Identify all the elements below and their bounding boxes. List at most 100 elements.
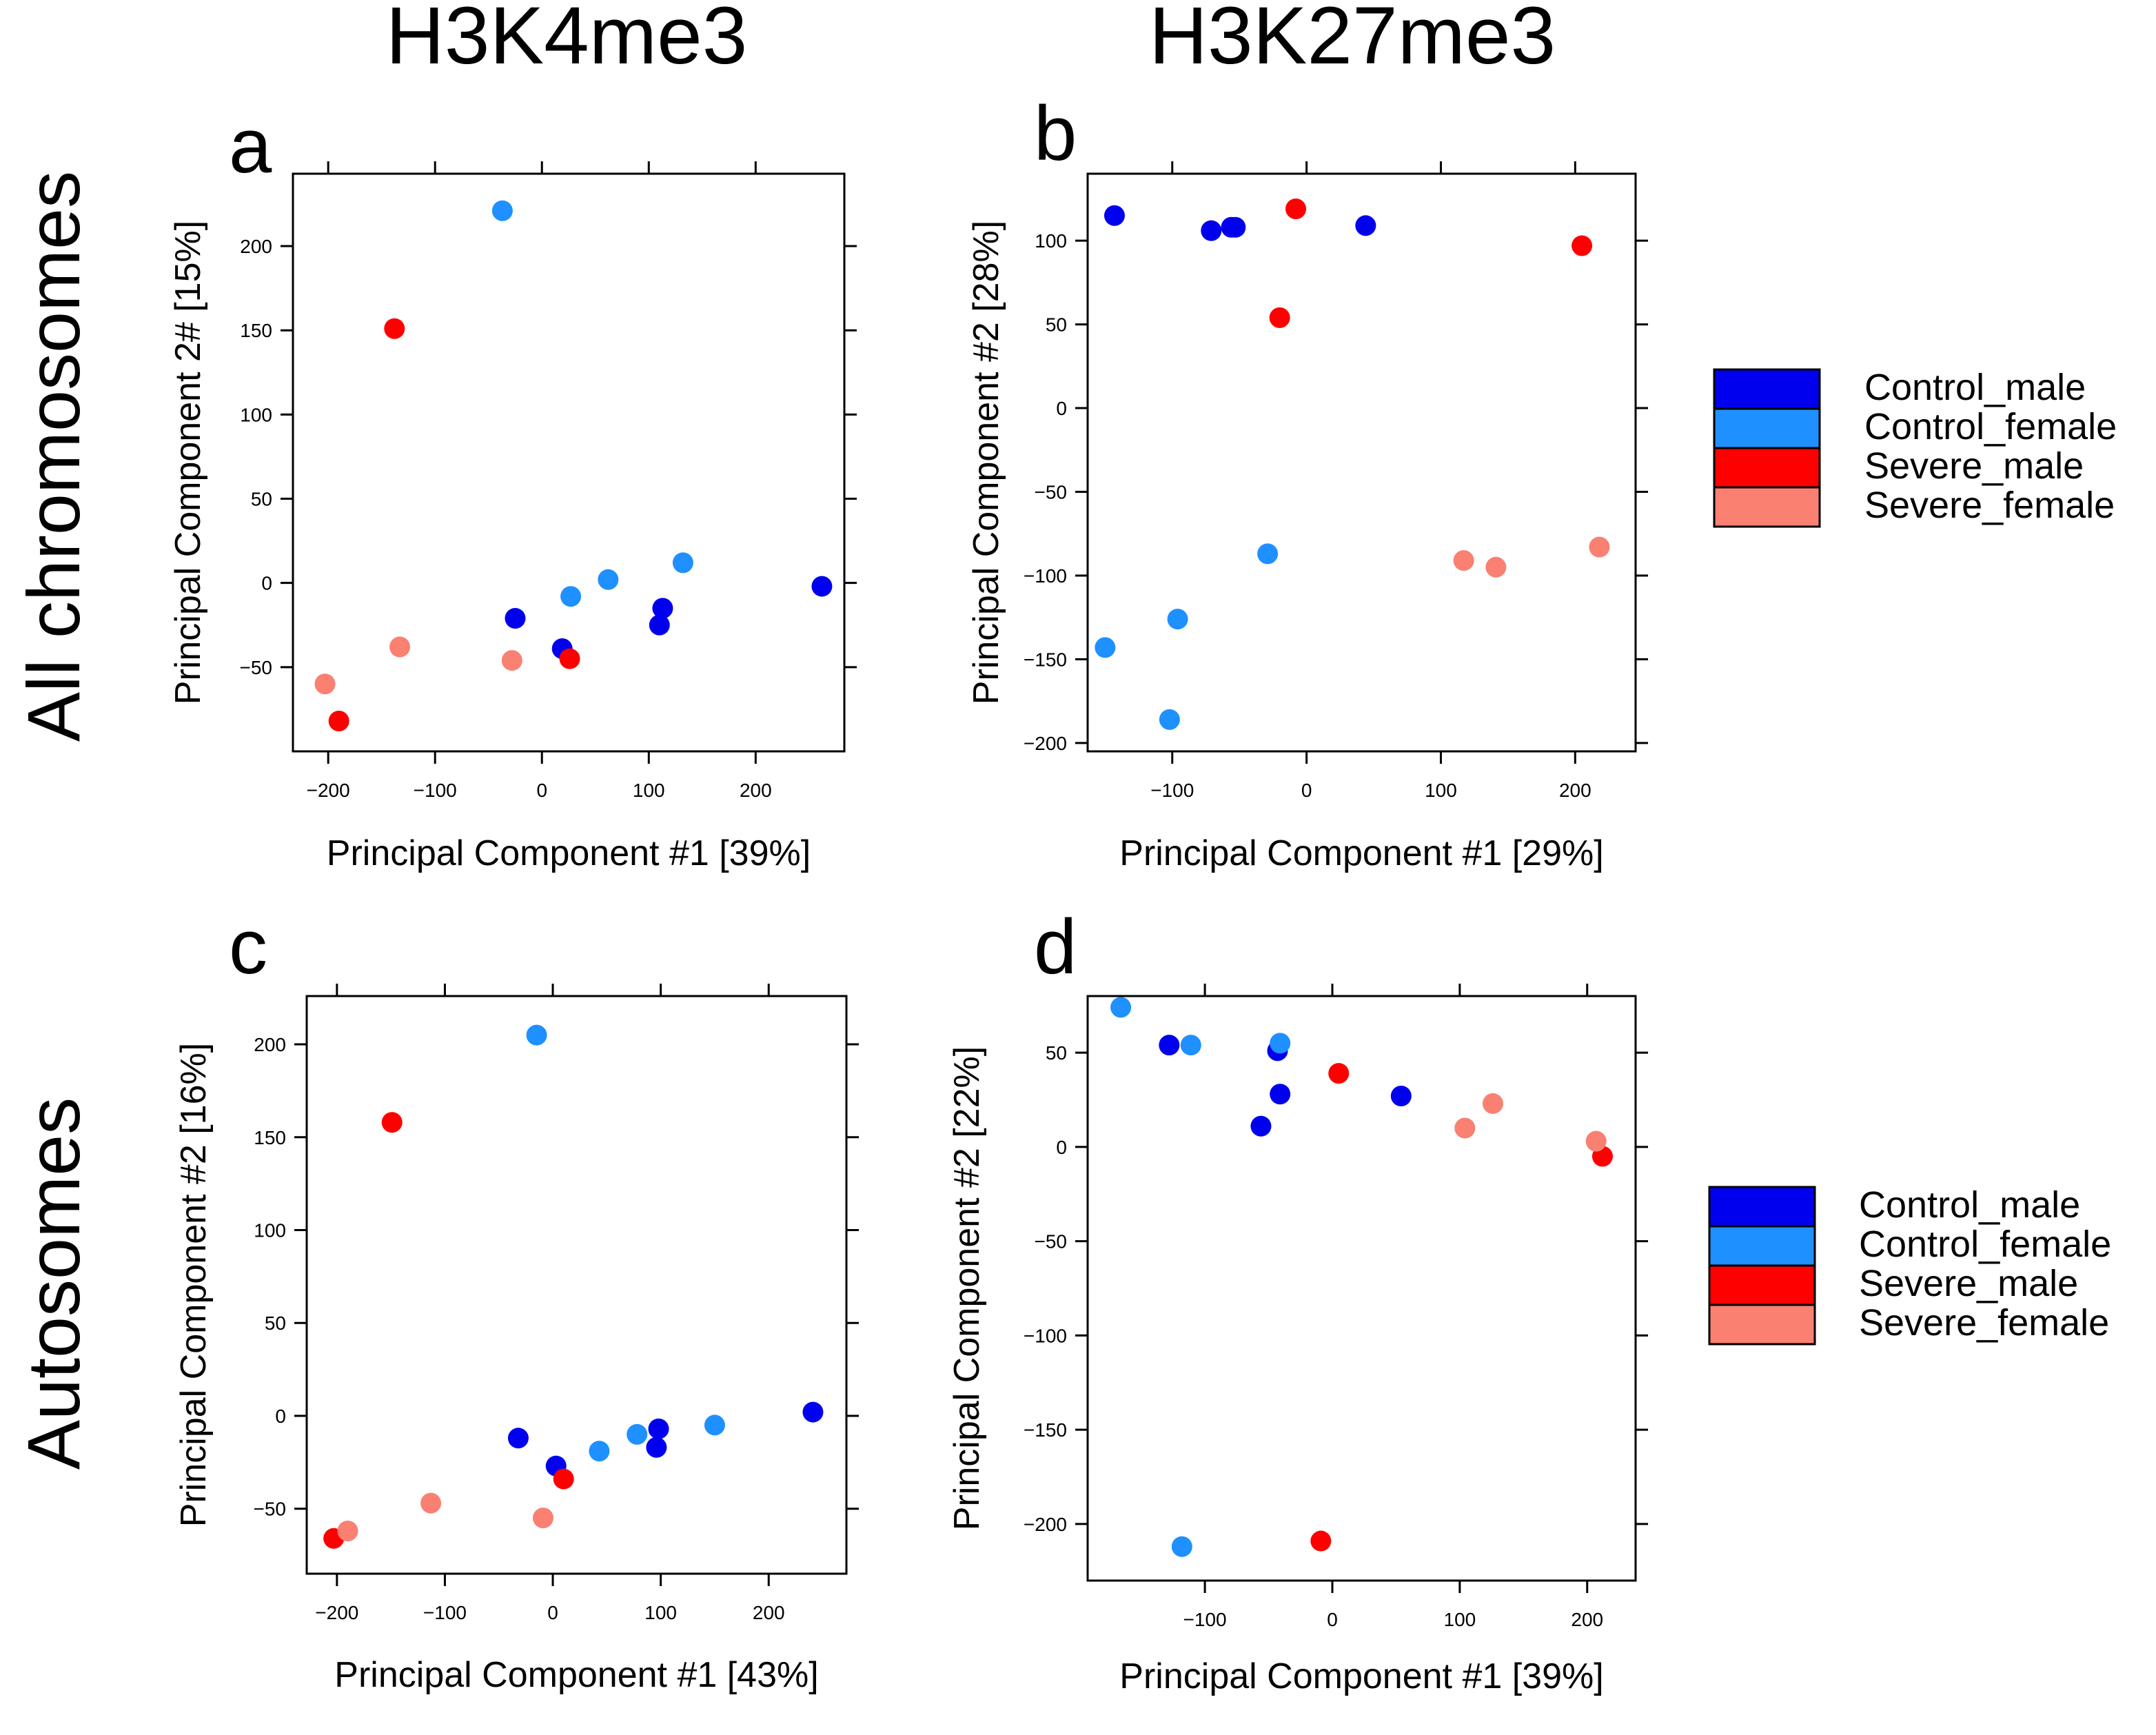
data-point-severe-female [389,636,411,658]
data-point-severe-male [381,1112,403,1133]
y-tick-label: 150 [240,320,272,341]
data-point-severe-male [1285,199,1307,220]
row-title-all-chromosomes: All chromosomes [12,171,95,742]
data-point-control-male [1270,1084,1291,1105]
y-tick-label: 0 [1056,398,1067,419]
data-point-control-male [507,1428,529,1449]
y-tick-label: 100 [1035,230,1067,252]
data-point-control-male [649,614,670,636]
data-point-control-male [1390,1085,1412,1106]
y-tick-label: 0 [275,1406,286,1427]
column-title-h3k4me3: H3K4me3 [386,0,748,81]
panel-a: a −200 −100 0 100 200 −50 0 50 100 150 200 Principal… [168,103,857,873]
y-tick-label: −150 [1024,1419,1067,1441]
x-tick-label: 0 [1301,780,1312,801]
panel-d: d −100 0 100 200 −200 −150 −100 −50 0 50 Principal … [947,904,1648,1696]
legend-label: Control_male [1864,367,2086,408]
row-title-autosomes: Autosomes [12,1097,95,1470]
legend-label: Control_male [1859,1184,2080,1226]
data-point-control-male [1104,205,1125,226]
data-point-severe-female [314,673,336,695]
y-axis-label: Principal Component #2 [22%] [947,1046,987,1530]
data-point-severe-male [553,1468,574,1490]
data-point-severe-female [1585,1130,1607,1152]
data-point-control-male [648,1418,669,1439]
x-axis-label: Principal Component #1 [39%] [327,833,811,873]
data-point-severe-male [384,318,405,339]
x-tick-label: 200 [753,1602,785,1623]
x-tick-label: 100 [1444,1609,1476,1630]
y-tick-label: 100 [254,1220,286,1241]
y-tick-label: −100 [1024,565,1067,587]
data-point-control-female [1270,1033,1291,1054]
x-tick-label: −100 [1183,1609,1227,1630]
data-point-severe-male [1572,235,1593,256]
x-tick-label: −100 [423,1602,467,1623]
data-point-control-female [1257,543,1279,565]
legend-label: Severe_female [1859,1302,2109,1343]
y-tick-label: 100 [240,404,272,425]
y-tick-label: −200 [1024,733,1067,754]
data-point-control-female [1171,1536,1192,1557]
data-point-control-female [1110,997,1132,1018]
panel-label: a [229,103,272,189]
legend-swatch-severe-female [1713,486,1821,528]
plot-frame [292,172,846,753]
x-tick-label: 0 [536,780,547,801]
data-point-control-male [802,1401,824,1423]
y-tick-label: 50 [251,489,272,510]
legend-swatch-severe-female [1708,1303,1816,1346]
legend-swatch-control-male [1713,368,1821,410]
y-tick-label: 200 [240,236,272,257]
panel-label: b [1034,90,1077,176]
legend-swatch-control-male [1708,1186,1816,1228]
data-point-control-female [1095,637,1116,658]
data-point-severe-female [1482,1093,1503,1114]
data-point-control-male [1250,1115,1272,1137]
data-point-control-female [589,1441,610,1462]
y-tick-label: 0 [1056,1137,1067,1158]
data-point-control-male [652,598,673,619]
x-tick-label: 100 [633,780,665,801]
x-tick-label: −100 [1150,780,1194,801]
y-tick-label: 50 [265,1312,286,1334]
x-tick-label: 0 [1327,1609,1338,1630]
data-point-control-female [598,569,619,590]
data-point-control-female [560,586,582,607]
x-tick-label: 200 [1571,1609,1603,1630]
y-tick-label: 200 [254,1034,286,1055]
legend-swatch-control-female [1713,407,1821,449]
data-point-control-male [1355,215,1376,236]
column-title-h3k27me3: H3K27me3 [1149,0,1556,81]
data-point-control-female [1159,709,1180,730]
data-point-severe-male [1310,1530,1332,1552]
y-tick-label: −100 [1024,1325,1067,1346]
data-point-control-female [1167,609,1188,630]
x-tick-label: 0 [547,1602,558,1623]
y-tick-label: −50 [254,1499,287,1520]
x-tick-label: −200 [307,780,350,801]
data-point-control-female [1180,1035,1201,1056]
x-tick-label: 100 [644,1602,677,1623]
data-point-severe-female [532,1508,553,1529]
data-point-severe-female [337,1521,358,1542]
legend-bottom: Control_maleControl_femaleSevere_maleSev… [1708,1184,2111,1346]
data-point-control-female [627,1423,648,1445]
legend-swatch-severe-male [1708,1264,1816,1306]
data-point-severe-male [1269,307,1290,328]
data-point-control-female [491,200,513,221]
panel-c: c −200 −100 0 100 200 −50 0 50 100 150 200 Principal… [174,904,859,1695]
legend-top: Control_maleControl_femaleSevere_maleSev… [1713,367,2117,528]
legend-label: Control_female [1859,1224,2111,1265]
x-tick-label: 100 [1425,780,1457,801]
y-axis-label: Principal Component #2 [16%] [174,1043,214,1527]
data-point-severe-female [420,1492,442,1514]
data-point-severe-male [559,648,580,669]
y-axis-label: Principal Component #2 [28%] [966,221,1006,704]
data-point-control-female [526,1024,547,1046]
plot-frame [305,995,848,1575]
y-tick-label: 150 [254,1127,286,1148]
y-tick-label: −50 [240,657,273,678]
data-point-control-female [672,552,693,574]
legend-swatch-control-female [1708,1225,1816,1267]
